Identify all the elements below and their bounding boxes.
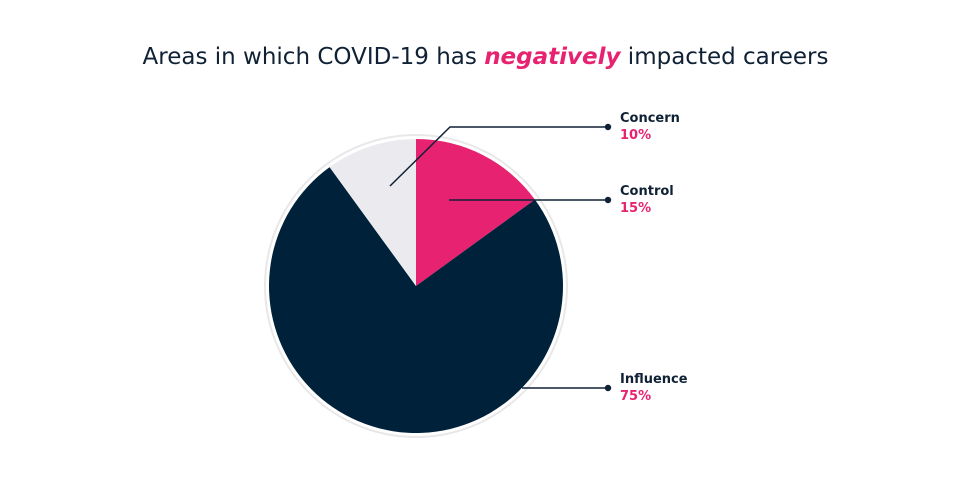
slice-labels: Control 15% Influence 75% Concern 10%	[620, 111, 688, 404]
pie-slice-concern	[329, 139, 416, 286]
slice-value-control: 15%	[620, 201, 651, 216]
pie-slice-control	[416, 139, 535, 286]
title-emphasis: negatively	[484, 44, 621, 70]
slice-value-concern: 10%	[620, 128, 651, 143]
slice-label-influence: Influence	[620, 372, 688, 387]
slice-value-influence: 75%	[620, 389, 651, 404]
chart-title: Areas in which COVID-19 has negatively i…	[0, 44, 971, 70]
title-part-2: impacted careers	[620, 44, 829, 70]
pie-slice-influence	[269, 167, 564, 433]
title-part-1: Areas in which COVID-19 has	[142, 44, 485, 70]
leader-dot-control	[604, 196, 612, 204]
slice-label-concern: Concern	[620, 111, 680, 126]
pie-slices	[269, 139, 564, 433]
leader-dot-influence	[604, 384, 612, 392]
leader-lines	[389, 123, 612, 392]
leader-dot-concern	[604, 123, 612, 131]
slice-label-control: Control	[620, 184, 674, 199]
leader-line-concern	[389, 126, 608, 187]
